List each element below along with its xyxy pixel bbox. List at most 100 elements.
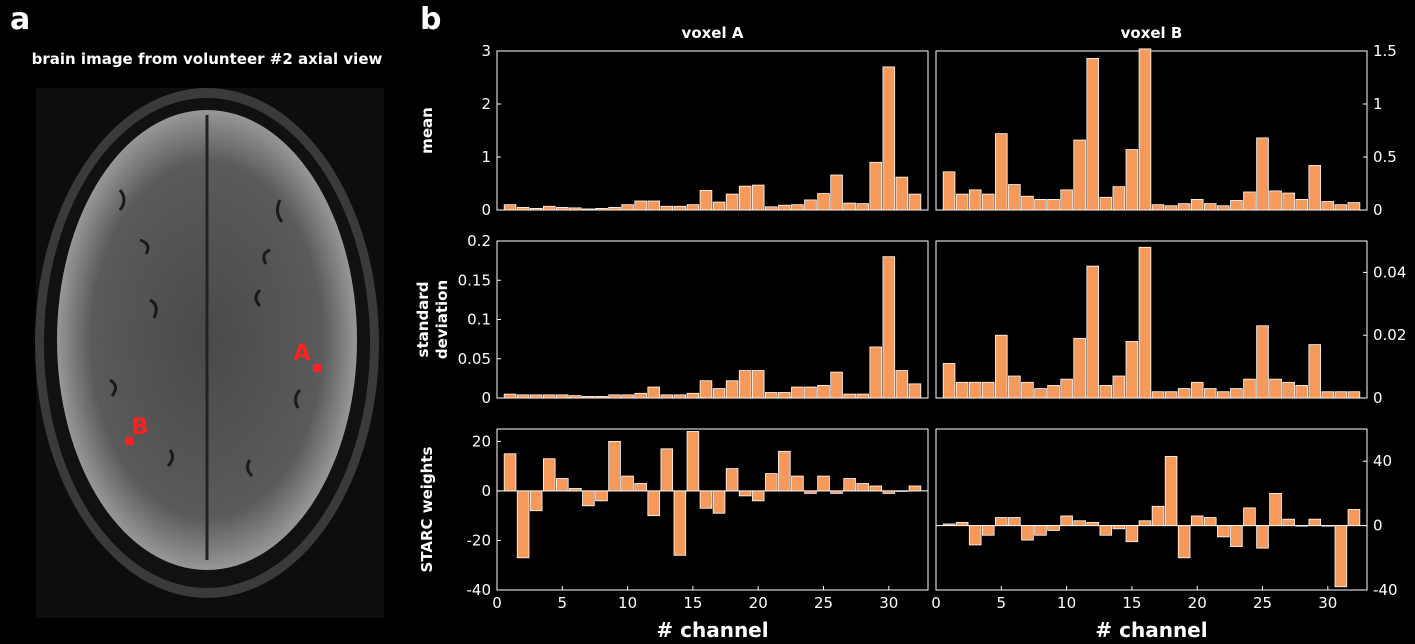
starc-voxel-a-xtick-label-1: 5 <box>558 594 568 612</box>
mean-voxel-a-ytick-label-2: 2 <box>481 95 491 113</box>
mean-voxel-a-bar-18 <box>725 193 739 211</box>
mean-voxel-a-bar-27 <box>843 202 856 211</box>
starc-voxel-b-bar-6 <box>1008 517 1021 526</box>
starc-voxel-a-bar-6 <box>569 488 582 492</box>
mean-voxel-a-bar-21 <box>764 206 778 211</box>
std-voxel-a-bar-6 <box>569 395 582 399</box>
std-voxel-a-bar-19 <box>738 370 752 399</box>
starc-voxel-b-xtick-label-3: 15 <box>1122 594 1141 612</box>
voxel-b-label: B <box>132 415 149 440</box>
mean-voxel-b-bar-5 <box>995 133 1008 211</box>
mean-voxel-a-bar-5 <box>556 206 569 211</box>
std-voxel-b-bar-1 <box>942 363 956 399</box>
starc-voxel-a-bar-15 <box>686 431 700 492</box>
mean-voxel-a-title: voxel A <box>682 24 744 42</box>
starc-voxel-a-xtick-label-0: 0 <box>492 594 502 612</box>
std-voxel-b-bar-28 <box>1295 385 1308 399</box>
mean-voxel-a-bar-32 <box>908 193 922 211</box>
mean-voxel-a-bar-25 <box>817 193 830 211</box>
std-voxel-a-bar-25 <box>817 385 830 399</box>
std-voxel-b-bar-20 <box>1190 381 1204 399</box>
std-voxel-a-bar-17 <box>712 388 726 399</box>
mean-voxel-b-bar-27 <box>1282 192 1295 211</box>
starc-voxel-b-axes-box <box>935 428 1368 591</box>
starc-voxel-b-bar-7 <box>1021 525 1034 541</box>
starc-voxel-a-bar-16 <box>699 490 713 509</box>
std-voxel-b-bar-29 <box>1308 344 1322 399</box>
starc-voxel-b-bar-30 <box>1321 525 1335 527</box>
mean-voxel-b-bar-10 <box>1060 189 1073 211</box>
starc-voxel-b-bar-9 <box>1047 525 1060 531</box>
mean-voxel-a-ytick-label-3: 3 <box>481 42 491 60</box>
std-voxel-b-bar-21 <box>1203 388 1217 399</box>
std-voxel-a-bar-9 <box>608 394 621 399</box>
std-voxel-b-bar-14 <box>1112 375 1126 399</box>
mean-voxel-b-bar-20 <box>1190 198 1204 211</box>
std-voxel-b-bar-2 <box>955 381 969 399</box>
starc-voxel-b-bar-23 <box>1230 525 1243 547</box>
std-voxel-b-bar-16 <box>1138 246 1152 399</box>
mean-voxel-b-bar-22 <box>1217 205 1230 211</box>
mean-voxel-a-bar-7 <box>582 208 595 211</box>
std-voxel-a-bar-13 <box>660 394 674 399</box>
starc-voxel-b-bar-1 <box>942 523 956 526</box>
mean-voxel-a-bar-24 <box>804 199 817 211</box>
mean-voxel-b-bar-11 <box>1073 139 1086 211</box>
starc-voxel-b-bar-5 <box>995 517 1008 526</box>
mean-voxel-b-bar-1 <box>942 171 956 211</box>
mean-voxel-b-bar-31 <box>1334 204 1348 211</box>
std-voxel-a-bar-7 <box>582 396 595 399</box>
std-voxel-a-bar-23 <box>791 386 804 399</box>
starc-voxel-b-bar-15 <box>1125 525 1139 543</box>
starc-voxel-a-bar-8 <box>595 490 608 502</box>
starc-voxel-a-bar-17 <box>712 490 726 514</box>
starc-voxel-b-bar-18 <box>1164 455 1178 526</box>
starc-voxel-a-xtick-label-5: 25 <box>814 594 833 612</box>
starc-voxel-b-bar-19 <box>1177 525 1191 559</box>
mean-voxel-a-bar-13 <box>660 205 674 211</box>
starc-voxel-a-bar-26 <box>830 490 843 494</box>
mean-voxel-b-bar-4 <box>981 193 995 211</box>
starc-voxel-a-bar-30 <box>882 490 896 494</box>
std-voxel-b-bar-30 <box>1321 391 1335 399</box>
mean-voxel-b-bar-32 <box>1347 202 1361 211</box>
std-voxel-b-ytick-label-2: 0.04 <box>1373 263 1406 281</box>
starc-voxel-b-bar-22 <box>1217 525 1230 538</box>
mean-voxel-a-ytick-label-1: 1 <box>481 148 491 166</box>
mean-voxel-a-bar-28 <box>856 203 869 211</box>
std-voxel-a-bar-10 <box>621 394 634 399</box>
std-voxel-a-bar-14 <box>673 394 687 399</box>
mean-voxel-a-bar-26 <box>830 174 843 211</box>
mean-voxel-a-bar-1 <box>503 204 517 211</box>
mean-voxel-a-bar-8 <box>595 208 608 211</box>
starc-voxel-b-bar-16 <box>1138 520 1152 527</box>
starc-voxel-a-bar-21 <box>764 473 778 492</box>
std-voxel-b-bar-19 <box>1177 388 1191 399</box>
std-voxel-a-bar-2 <box>516 394 530 399</box>
mean-voxel-a-bar-2 <box>516 206 530 211</box>
mean-voxel-a-axes-box <box>496 50 929 211</box>
starc-voxel-a-bar-22 <box>778 450 791 492</box>
mean-voxel-b-bar-15 <box>1125 149 1139 211</box>
std-voxel-a-ylabel: standarddeviation <box>414 280 451 359</box>
starc-voxel-b-ytick-label-2: 40 <box>1373 452 1392 470</box>
starc-voxel-b-bar-13 <box>1099 525 1113 536</box>
starc-voxel-b-bar-12 <box>1086 521 1100 527</box>
mean-voxel-b-bar-17 <box>1151 204 1165 211</box>
mean-voxel-a-bar-4 <box>542 205 556 211</box>
std-voxel-a-bar-32 <box>908 383 922 399</box>
starc-voxel-a-xtick-label-2: 10 <box>618 594 637 612</box>
std-voxel-b-bar-18 <box>1164 391 1178 399</box>
starc-voxel-a-bar-18 <box>725 468 739 492</box>
starc-voxel-b-bar-14 <box>1112 525 1126 530</box>
starc-voxel-a-ytick-label-3: 20 <box>472 432 491 450</box>
std-voxel-a-bar-4 <box>542 394 556 399</box>
std-voxel-b-bar-6 <box>1008 375 1021 399</box>
std-voxel-a-bar-26 <box>830 371 843 399</box>
std-voxel-b-bar-12 <box>1086 265 1100 399</box>
brain-image <box>35 88 384 618</box>
starc-voxel-b-xtick-label-6: 30 <box>1318 594 1337 612</box>
mean-voxel-a-bar-31 <box>895 176 909 211</box>
mean-voxel-a-bar-11 <box>634 200 647 211</box>
mean-voxel-a-bar-10 <box>621 204 634 211</box>
